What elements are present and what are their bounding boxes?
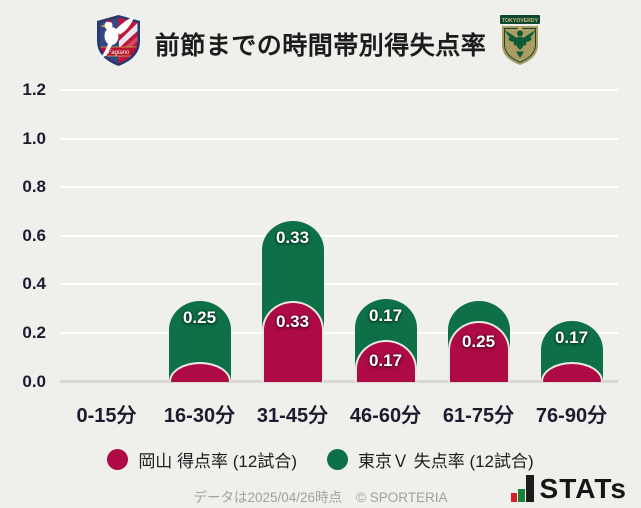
bird-beak [100,24,105,28]
verdy-banner-text: TOKYOVERDY [502,18,539,24]
y-tick-label: 1.0 [22,128,46,148]
x-tick-label: 16-30分 [163,405,236,427]
home-bar-value: 0.33 [275,312,310,332]
gridline [60,283,618,286]
home-bar [354,340,417,382]
x-tick-label: 46-60分 [349,405,422,427]
gridline [60,332,618,334]
x-axis-line [60,380,618,384]
stats-bar-red [510,493,517,502]
bird-wing [114,16,135,35]
away-bar-value: 0.17 [554,327,589,347]
gridline [60,137,618,140]
stats-brand-text: STATs [539,473,627,504]
stats-bar-black [525,475,534,502]
stats-logo: STATs [510,473,627,504]
gridline [60,186,618,189]
home-bar-value: 0.17 [368,351,403,371]
home-legend-swatch [107,448,129,470]
legend-item-home: 岡山 得点率 (12試合) [107,447,297,472]
y-tick-label: 0.8 [22,177,46,197]
y-tick-label: 0.0 [22,371,46,391]
home-bar-value: 0.25 [461,331,496,351]
data-note: データは2025/04/26時点 [193,490,343,505]
verdy-banner [500,15,540,24]
y-tick-label: 0.6 [22,225,46,245]
stats-bars-icon [510,475,534,502]
tokyo-verdy-logo: TOKYOVERDY [500,15,540,65]
stats-bar-green [517,489,525,502]
y-tick-label: 1.2 [22,80,46,99]
legend-label: 岡山 得点率 (12試合) [138,451,297,471]
home-bar [261,301,324,382]
x-tick-label: 0-15分 [76,405,137,427]
gridline [60,89,618,91]
y-tick-label: 0.4 [22,274,46,294]
away-legend-swatch [327,448,348,470]
legend-label: 東京Ｖ 失点率 (12試合) [358,451,534,471]
away-bar-value: 0.25 [182,308,217,328]
verdy-shield-inner-line [504,28,536,63]
y-tick-label: 0.2 [22,323,46,342]
verdy-condor [504,30,536,58]
chart-title: 前節までの時間帯別得失点率 [154,32,487,60]
fagiano-okayama-logo: Fagiano [97,15,140,66]
legend: 岡山 得点率 (12試合) 東京Ｖ 失点率 (12試合) [0,447,641,471]
x-tick-label: 31-45分 [256,405,329,427]
bird-comb [106,19,112,23]
fagiano-banner-text: Fagiano [108,50,130,56]
x-tick-label: 76-90分 [535,405,608,427]
away-bar-value: 0.33 [275,228,310,248]
legend-item-away: 東京Ｖ 失点率 (12試合) [327,447,534,472]
away-bar-value: 0.17 [368,305,403,325]
home-bar [447,320,510,382]
bird-body [104,27,119,45]
bird-tail [99,44,113,59]
x-tick-label: 61-75分 [442,405,515,427]
copyright: © SPORTERIA [356,490,448,505]
verdy-crown [517,27,523,30]
footer-note: データは2025/04/26時点 © SPORTERIA [0,486,641,506]
bird-head [104,21,113,30]
gridline [60,234,618,237]
